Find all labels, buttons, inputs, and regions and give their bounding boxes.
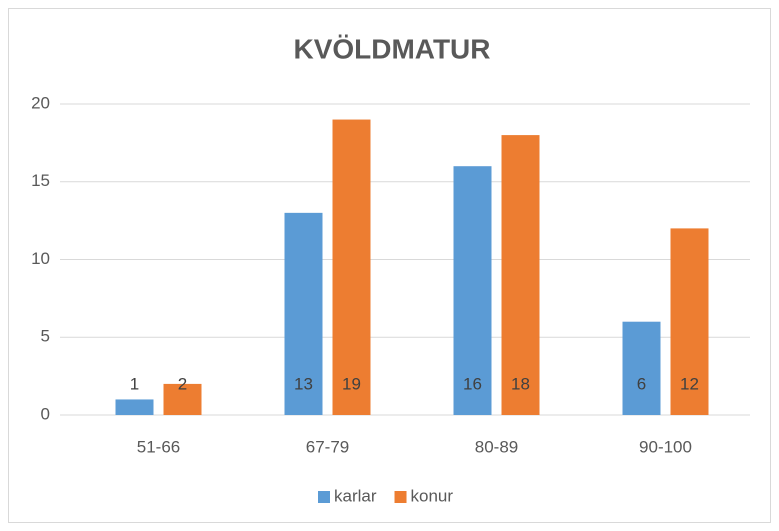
bar (501, 135, 540, 415)
legend-label: konur (411, 486, 454, 505)
bar (284, 212, 323, 415)
x-tick-label: 80-89 (475, 437, 518, 456)
bar (332, 119, 371, 416)
data-label: 13 (294, 374, 313, 393)
x-tick-label: 67-79 (306, 437, 349, 456)
data-label: 18 (511, 374, 530, 393)
data-label: 1 (130, 374, 139, 393)
chart-border (8, 8, 771, 523)
x-tick-label: 90-100 (639, 437, 692, 456)
y-tick-label: 0 (41, 404, 50, 423)
data-label: 16 (463, 374, 482, 393)
data-label: 12 (680, 374, 699, 393)
data-label: 19 (342, 374, 361, 393)
bar (115, 399, 154, 415)
y-tick-label: 20 (31, 93, 50, 112)
data-label: 6 (637, 374, 646, 393)
bar (453, 166, 492, 415)
y-tick-label: 5 (41, 327, 50, 346)
bar (622, 321, 661, 415)
chart-title: KVÖLDMATUR (293, 33, 490, 64)
data-label: 2 (178, 374, 187, 393)
legend-swatch (394, 491, 407, 503)
legend-swatch (318, 491, 330, 503)
y-tick-label: 10 (31, 249, 50, 268)
y-tick-label: 15 (31, 171, 50, 190)
bar (670, 228, 709, 415)
legend-label: karlar (334, 486, 377, 505)
bar (163, 383, 202, 415)
x-tick-label: 51-66 (137, 437, 180, 456)
